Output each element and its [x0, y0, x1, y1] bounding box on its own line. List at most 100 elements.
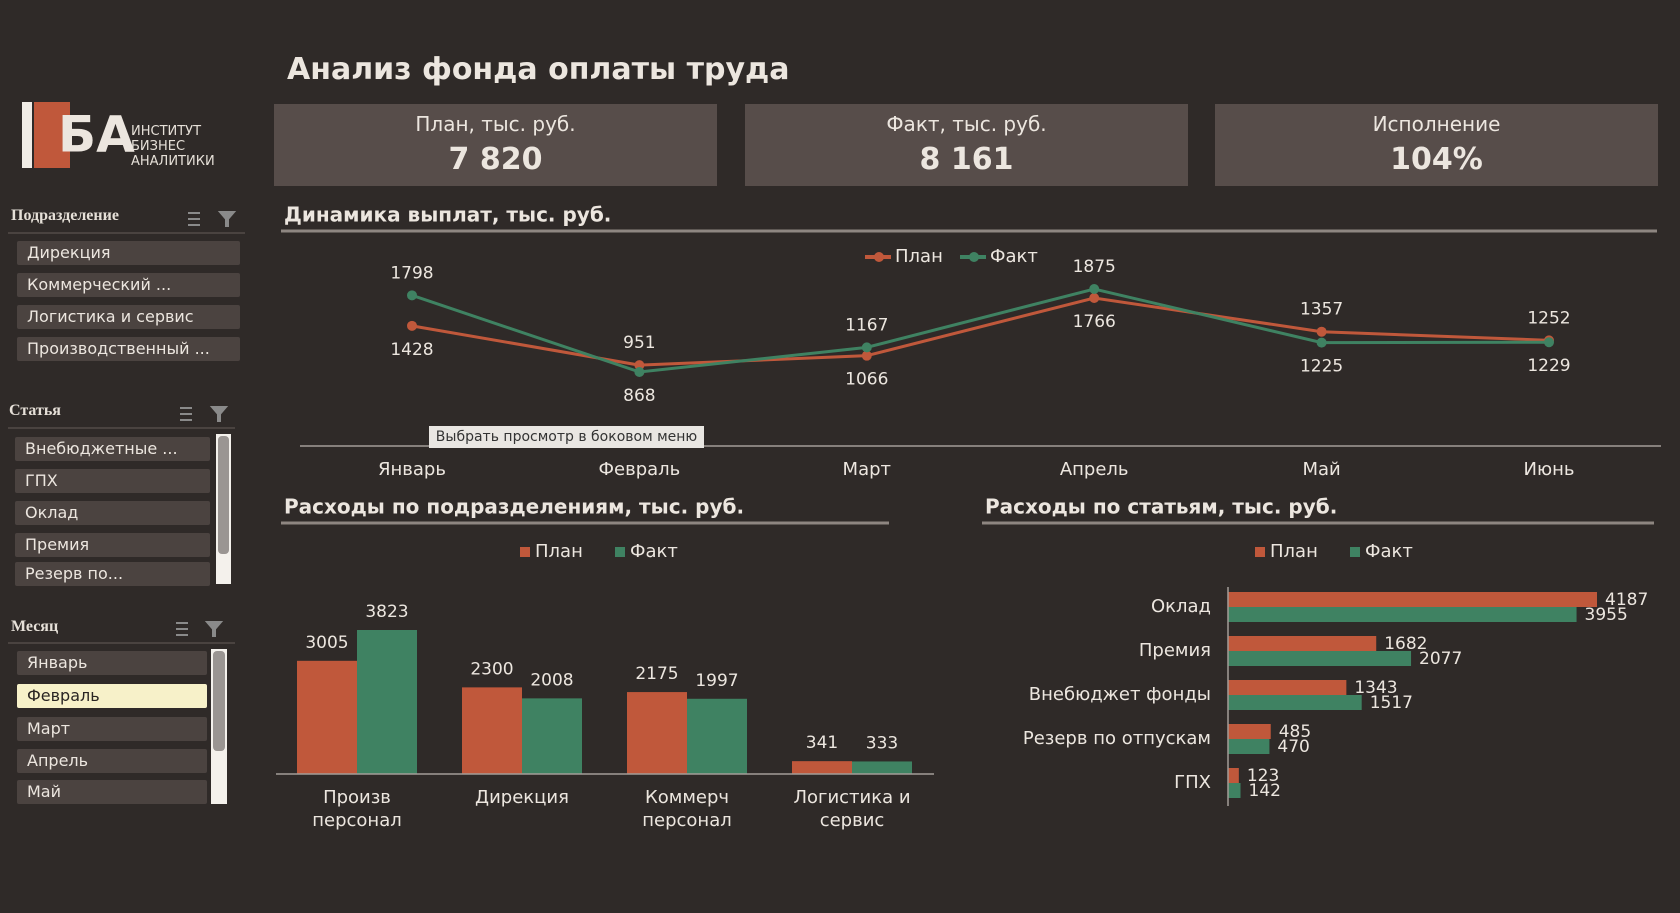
legend-label: Факт	[990, 246, 1038, 267]
bar	[462, 687, 522, 774]
legend-label: Факт	[630, 541, 678, 562]
point	[1544, 337, 1554, 348]
x-tick-label: Коммерч персонал	[642, 787, 732, 831]
data-label: 1252	[1527, 308, 1570, 328]
logo-block	[34, 102, 70, 168]
bar	[357, 630, 417, 774]
slicer-item[interactable]: Коммерческий ...	[17, 273, 240, 297]
bar	[852, 761, 912, 774]
point	[634, 367, 645, 377]
data-label: 1167	[845, 315, 888, 335]
slicer-item[interactable]: Апрель	[17, 749, 207, 773]
bar	[627, 692, 687, 774]
data-label: 485	[1279, 722, 1311, 742]
page-title: Анализ фонда оплаты труда	[287, 52, 790, 87]
bar	[1228, 739, 1270, 754]
data-label: 1225	[1300, 357, 1343, 377]
slicer-item[interactable]: Логистика и сервис	[17, 305, 240, 329]
slicer-item[interactable]: Премия	[15, 533, 210, 557]
slicer-item[interactable]: Март	[17, 717, 207, 741]
data-label: 1682	[1384, 634, 1427, 654]
slicer-item[interactable]: Оклад	[15, 501, 210, 525]
data-label: 3955	[1585, 605, 1628, 625]
legend-marker	[969, 252, 979, 262]
data-label: 341	[806, 733, 838, 753]
x-tick-label: Май	[1302, 459, 1340, 480]
bar	[1228, 783, 1241, 798]
data-label: 868	[623, 386, 655, 406]
x-tick-label: Март	[843, 459, 891, 480]
series-line	[411, 287, 1550, 374]
bar	[297, 660, 357, 774]
slicer-item[interactable]: ГПХ	[15, 469, 210, 493]
slicer-item[interactable]: Май	[17, 780, 207, 804]
data-label: 470	[1277, 737, 1309, 757]
legend-marker	[615, 547, 625, 557]
data-label: 1343	[1354, 678, 1397, 698]
bar	[1228, 651, 1412, 666]
data-label: 2008	[530, 670, 573, 690]
bar	[687, 698, 747, 774]
kpi-card: Факт, тыс. руб. 8 161	[745, 104, 1188, 186]
slicer-item[interactable]: Резерв по...	[15, 562, 210, 586]
data-label: 1766	[1073, 312, 1116, 332]
data-label: 3823	[365, 602, 408, 622]
bar	[792, 761, 852, 774]
legend-label: План	[1270, 541, 1318, 562]
point	[861, 342, 872, 353]
point	[1316, 337, 1327, 348]
kpi-card: План, тыс. руб. 7 820	[274, 104, 717, 186]
slicer-item[interactable]: Январь	[17, 651, 207, 675]
point	[407, 290, 417, 301]
data-label: 1997	[695, 671, 738, 691]
bar	[1228, 724, 1271, 739]
legend-marker	[1255, 547, 1265, 557]
logo-line: АНАЛИТИКИ	[131, 154, 215, 169]
y-tick-label: Резерв по отпускам	[1023, 728, 1211, 749]
slicer-item[interactable]: Дирекция	[17, 241, 240, 265]
x-tick-label: Апрель	[1060, 459, 1129, 480]
data-label: 123	[1247, 766, 1279, 786]
x-tick-label: Дирекция	[475, 787, 569, 808]
slicer-item[interactable]: Производственный ...	[17, 337, 240, 361]
slicer-title: Месяц	[11, 618, 59, 635]
logo-text: ИНСТИТУТ БИЗНЕС АНАЛИТИКИ	[131, 124, 215, 169]
kpi-label: Исполнение	[1372, 112, 1501, 136]
bar	[1228, 636, 1377, 651]
logo-bar	[22, 102, 32, 168]
logo-line: БИЗНЕС	[131, 139, 186, 154]
point	[1316, 326, 1327, 337]
data-label: 333	[866, 733, 898, 753]
data-label: 3005	[305, 633, 348, 653]
data-label: 2300	[470, 659, 513, 679]
scroll-thumb[interactable]	[218, 436, 229, 554]
data-label: 4187	[1605, 590, 1648, 610]
tooltip: Выбрать просмотр в боковом меню	[429, 426, 704, 448]
slicer-item[interactable]: Внебюджетные ...	[15, 437, 210, 461]
bar	[1228, 592, 1597, 607]
y-tick-label: Оклад	[1151, 596, 1211, 617]
logo-mark: БА	[58, 106, 135, 164]
chart-title: Динамика выплат, тыс. руб.	[284, 203, 611, 227]
slicer-title: Статья	[9, 402, 61, 419]
logo-line: ИНСТИТУТ	[131, 124, 202, 139]
legend-marker	[874, 252, 884, 262]
y-tick-label: ГПХ	[1174, 772, 1211, 793]
data-label: 2077	[1419, 649, 1462, 669]
scroll-thumb[interactable]	[213, 651, 225, 751]
data-label: 951	[623, 333, 655, 353]
chart-title: Расходы по статьям, тыс. руб.	[985, 495, 1337, 519]
x-tick-label: Июнь	[1524, 459, 1575, 480]
data-label: 1798	[390, 263, 433, 283]
data-label: 1229	[1527, 356, 1570, 376]
slicer-item[interactable]: Февраль	[17, 684, 207, 708]
x-tick-label: Логистика и сервис	[793, 787, 911, 831]
point	[634, 360, 645, 371]
bar	[1228, 695, 1362, 710]
x-tick-label: Январь	[378, 459, 446, 480]
y-tick-label: Внебюджет фонды	[1029, 684, 1211, 705]
point	[861, 350, 872, 361]
legend-label: Факт	[1365, 541, 1413, 562]
